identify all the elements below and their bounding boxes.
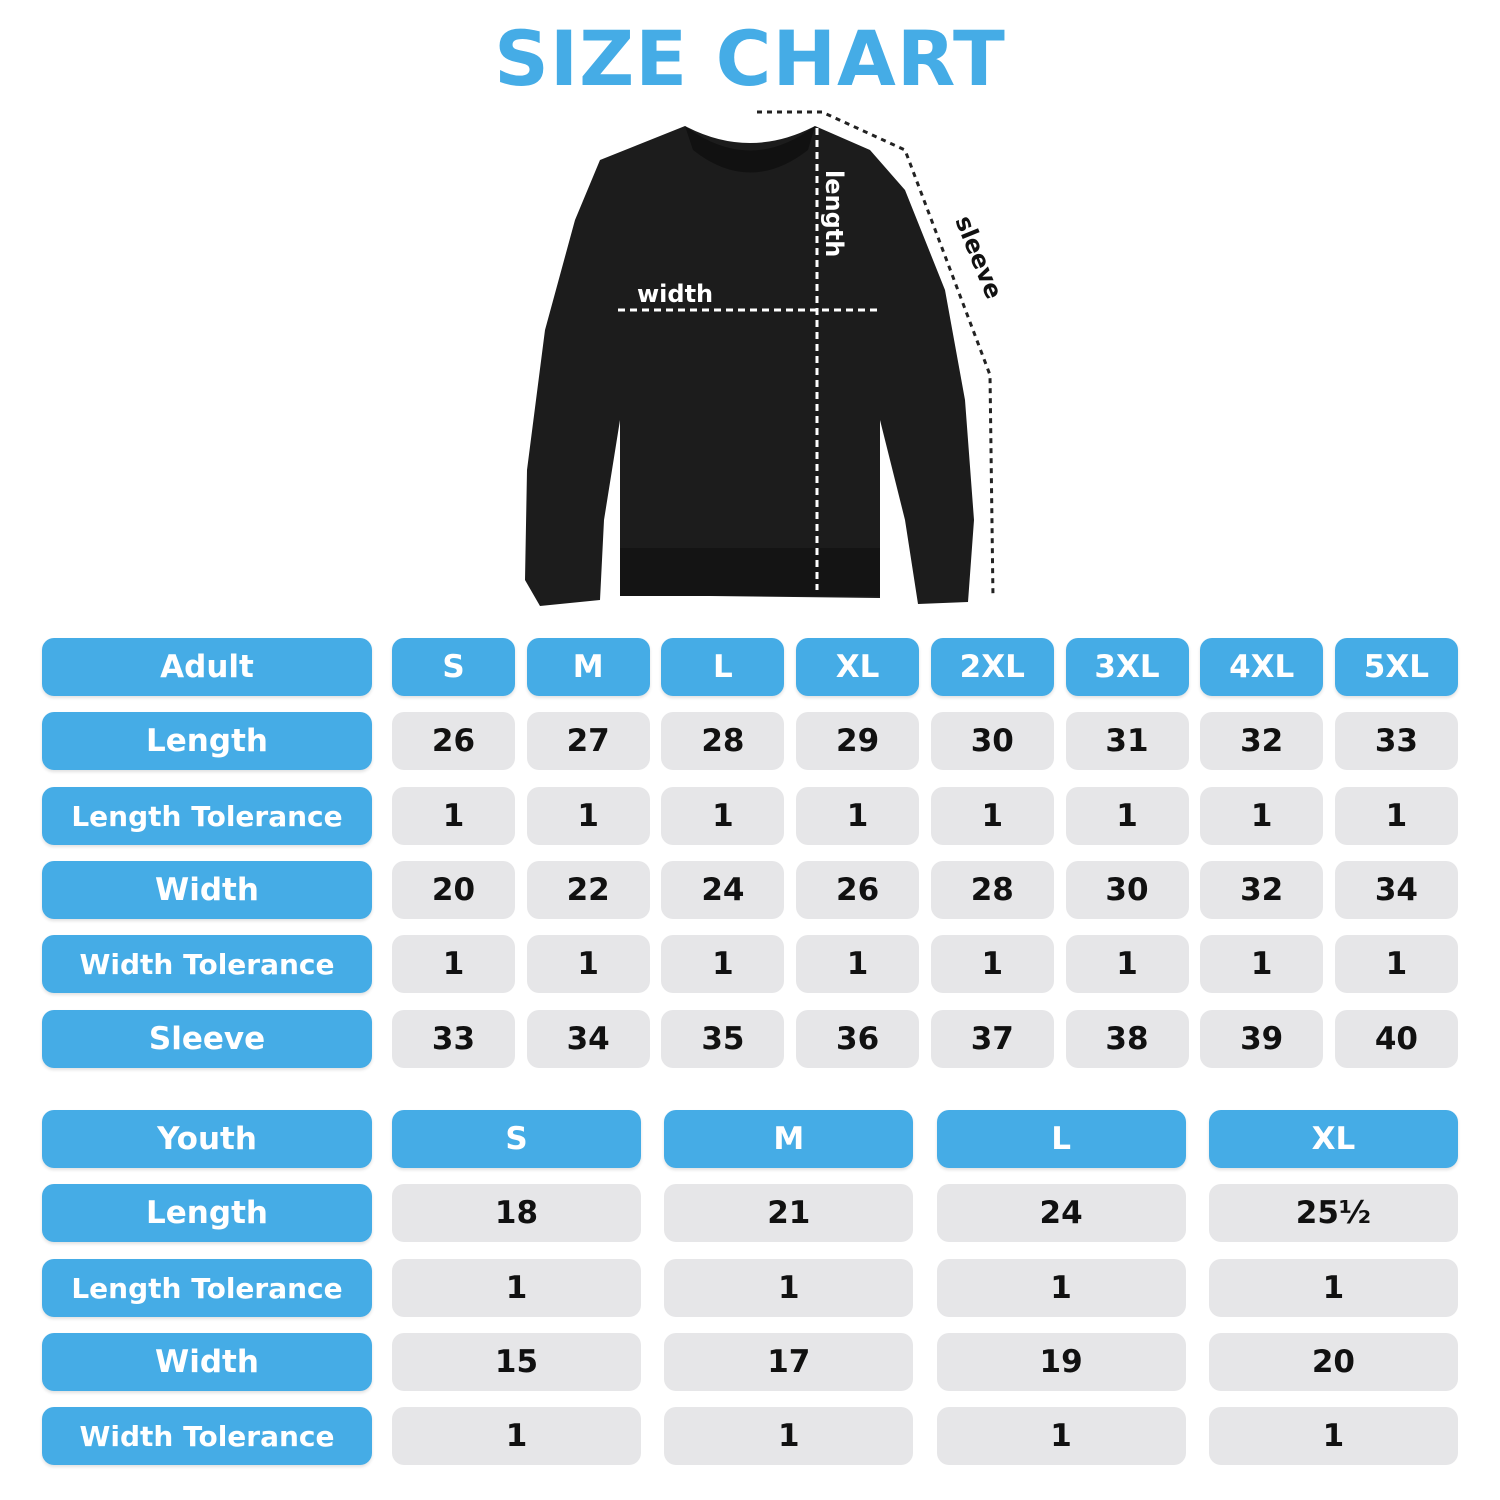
youth-row-label: Width — [42, 1333, 372, 1391]
adult-value-cell: 27 — [526, 712, 650, 770]
adult-value-cell: 34 — [526, 1010, 650, 1068]
width-label: width — [637, 280, 713, 308]
sleeve-label: sleeve — [949, 212, 1008, 303]
adult-value-cell: 1 — [526, 935, 650, 993]
adult-value-cell: 36 — [796, 1010, 920, 1068]
youth-value-cell: 20 — [1208, 1333, 1458, 1391]
sleeve-measure-line — [757, 110, 995, 599]
youth-value-cell: 1 — [936, 1259, 1186, 1317]
adult-value-cell: 34 — [1334, 861, 1458, 919]
youth-row-label: Length — [42, 1184, 372, 1242]
adult-size-header: 2XL — [930, 638, 1054, 696]
adult-value-cell: 1 — [1334, 787, 1458, 845]
adult-value-cell: 1 — [526, 787, 650, 845]
youth-row-label: Length Tolerance — [42, 1259, 372, 1317]
adult-value-cell: 1 — [661, 935, 785, 993]
youth-size-header: XL — [1208, 1110, 1458, 1168]
adult-value-cell: 40 — [1334, 1010, 1458, 1068]
adult-value-cell: 35 — [661, 1010, 785, 1068]
adult-row-label: Sleeve — [42, 1010, 372, 1068]
youth-size-header: S — [392, 1110, 641, 1168]
adult-row-label: Length — [42, 712, 372, 770]
youth-value-cell: 1 — [664, 1259, 914, 1317]
adult-size-header: XL — [796, 638, 920, 696]
page-title: SIZE CHART — [494, 14, 1006, 103]
youth-header-label: Youth — [42, 1110, 372, 1168]
adult-value-cell: 1 — [1065, 935, 1189, 993]
adult-header-label: Adult — [42, 638, 372, 696]
adult-value-cell: 1 — [796, 935, 920, 993]
adult-value-cell: 28 — [661, 712, 785, 770]
adult-value-cell: 28 — [930, 861, 1054, 919]
adult-value-cell: 26 — [796, 861, 920, 919]
adult-size-header: M — [526, 638, 650, 696]
adult-value-cell: 30 — [1065, 861, 1189, 919]
youth-value-cell: 25½ — [1208, 1184, 1458, 1242]
youth-value-cell: 19 — [936, 1333, 1186, 1391]
adult-value-cell: 24 — [661, 861, 785, 919]
adult-value-cell: 1 — [930, 935, 1054, 993]
youth-value-cell: 15 — [392, 1333, 641, 1391]
adult-size-header: 3XL — [1065, 638, 1189, 696]
adult-value-cell: 33 — [1334, 712, 1458, 770]
adult-size-header: S — [392, 638, 515, 696]
adult-value-cell: 39 — [1200, 1010, 1324, 1068]
youth-value-cell: 1 — [936, 1407, 1186, 1465]
adult-value-cell: 1 — [392, 787, 515, 845]
youth-value-cell: 18 — [392, 1184, 641, 1242]
adult-value-cell: 33 — [392, 1010, 515, 1068]
adult-value-cell: 38 — [1065, 1010, 1189, 1068]
youth-value-cell: 1 — [392, 1259, 641, 1317]
adult-value-cell: 1 — [796, 787, 920, 845]
youth-value-cell: 1 — [664, 1407, 914, 1465]
youth-value-cell: 1 — [392, 1407, 641, 1465]
adult-value-cell: 1 — [1200, 935, 1324, 993]
adult-row-label: Width — [42, 861, 372, 919]
youth-size-header: L — [936, 1110, 1186, 1168]
adult-value-cell: 1 — [1334, 935, 1458, 993]
adult-value-cell: 32 — [1200, 712, 1324, 770]
adult-value-cell: 30 — [930, 712, 1054, 770]
adult-value-cell: 1 — [392, 935, 515, 993]
adult-size-header: 4XL — [1200, 638, 1324, 696]
adult-value-cell: 37 — [930, 1010, 1054, 1068]
length-label: length — [820, 170, 848, 257]
youth-value-cell: 24 — [936, 1184, 1186, 1242]
adult-value-cell: 1 — [1200, 787, 1324, 845]
youth-size-header: M — [664, 1110, 914, 1168]
sweatshirt-icon — [525, 126, 974, 606]
adult-size-header: 5XL — [1334, 638, 1458, 696]
adult-value-cell: 31 — [1065, 712, 1189, 770]
youth-row-label: Width Tolerance — [42, 1407, 372, 1465]
adult-row-label: Length Tolerance — [42, 787, 372, 845]
sweatshirt-diagram: width length sleeve — [525, 110, 1008, 606]
adult-value-cell: 29 — [796, 712, 920, 770]
youth-value-cell: 17 — [664, 1333, 914, 1391]
adult-value-cell: 1 — [930, 787, 1054, 845]
adult-size-header: L — [661, 638, 785, 696]
adult-row-label: Width Tolerance — [42, 935, 372, 993]
youth-value-cell: 1 — [1208, 1259, 1458, 1317]
adult-value-cell: 1 — [661, 787, 785, 845]
adult-value-cell: 22 — [526, 861, 650, 919]
youth-value-cell: 1 — [1208, 1407, 1458, 1465]
adult-value-cell: 32 — [1200, 861, 1324, 919]
youth-value-cell: 21 — [664, 1184, 914, 1242]
adult-value-cell: 20 — [392, 861, 515, 919]
adult-value-cell: 26 — [392, 712, 515, 770]
adult-value-cell: 1 — [1065, 787, 1189, 845]
